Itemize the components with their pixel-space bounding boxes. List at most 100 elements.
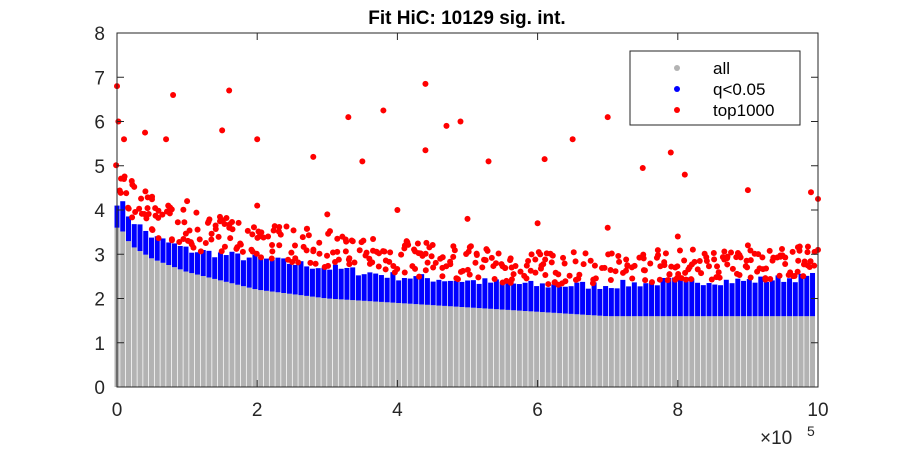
top1000-point xyxy=(716,274,723,281)
top1000-point xyxy=(249,231,256,238)
q-column xyxy=(453,280,459,307)
q-column xyxy=(378,275,384,302)
q-column xyxy=(355,275,361,301)
top1000-point xyxy=(239,248,246,255)
legend-marker xyxy=(674,65,680,71)
top1000-point xyxy=(782,254,789,261)
all-column xyxy=(488,308,494,387)
q-column xyxy=(764,281,770,317)
top1000-point xyxy=(532,269,539,276)
q-column xyxy=(125,216,131,242)
top1000-point xyxy=(604,224,611,231)
top1000-point xyxy=(664,277,671,284)
top1000-point xyxy=(165,202,172,209)
top1000-point xyxy=(566,272,573,279)
q-column xyxy=(223,255,229,282)
top1000-point xyxy=(416,273,423,280)
top1000-point xyxy=(473,252,480,259)
q-column xyxy=(534,286,540,312)
q-column xyxy=(712,284,718,317)
all-column xyxy=(689,316,695,387)
top1000-point xyxy=(482,257,489,264)
top1000-point xyxy=(369,259,376,266)
all-column xyxy=(735,316,741,387)
all-column xyxy=(614,316,620,387)
q-column xyxy=(309,268,315,297)
all-column xyxy=(672,316,678,387)
all-column xyxy=(631,316,637,387)
all-column xyxy=(643,316,649,387)
q-column xyxy=(298,261,304,296)
top1000-point xyxy=(121,176,128,183)
top1000-point xyxy=(325,262,332,269)
q-column xyxy=(252,254,258,290)
top1000-point xyxy=(612,268,619,275)
top1000-point xyxy=(744,242,751,249)
legend-marker xyxy=(674,86,680,92)
all-column xyxy=(252,289,258,387)
all-column xyxy=(580,314,586,387)
top1000-point xyxy=(688,276,695,283)
top1000-point xyxy=(422,267,429,274)
all-column xyxy=(235,284,241,387)
q-column xyxy=(476,283,482,309)
all-column xyxy=(591,315,597,387)
top1000-point xyxy=(229,226,236,233)
top1000-point xyxy=(472,259,479,266)
x-tick-label: 2 xyxy=(252,400,263,421)
q-column xyxy=(200,250,206,277)
top1000-point xyxy=(791,273,798,280)
top1000-point xyxy=(570,249,577,256)
q-column xyxy=(706,283,712,317)
all-column xyxy=(660,316,666,387)
top1000-point xyxy=(724,255,731,262)
q-column xyxy=(413,276,419,305)
q-column xyxy=(396,280,402,304)
top1000-point xyxy=(537,251,544,258)
q-column xyxy=(154,236,160,261)
all-column xyxy=(424,304,430,387)
top1000-point xyxy=(334,248,341,255)
q-column xyxy=(718,285,724,317)
all-column xyxy=(269,291,275,387)
top1000-point xyxy=(607,277,614,284)
top1000-point xyxy=(454,276,461,283)
top1000-point xyxy=(218,248,225,255)
all-column xyxy=(723,316,729,387)
top1000-point xyxy=(290,227,297,234)
top1000-point xyxy=(382,266,389,273)
top1000-point xyxy=(386,258,393,265)
top1000-point xyxy=(804,249,811,256)
top1000-point xyxy=(291,242,298,249)
q-column xyxy=(269,259,275,292)
all-column xyxy=(229,283,235,387)
all-column xyxy=(453,306,459,387)
x-tick-label: 4 xyxy=(392,400,403,421)
all-column xyxy=(350,300,356,387)
top1000-point xyxy=(174,219,181,226)
q-column xyxy=(597,288,603,316)
top1000-point xyxy=(517,268,524,275)
top1000-point xyxy=(527,267,534,274)
top1000-point xyxy=(747,247,754,254)
q-column xyxy=(735,278,741,317)
y-tick-label: 8 xyxy=(94,24,105,45)
top1000-point xyxy=(721,248,728,255)
top1000-point xyxy=(212,225,219,232)
top1000-point xyxy=(451,247,458,254)
x-exponent: ×10 5 xyxy=(760,423,815,449)
top1000-point xyxy=(548,259,555,266)
top1000-point xyxy=(219,127,226,134)
q-column xyxy=(465,280,471,308)
top1000-point xyxy=(466,271,473,278)
q-column xyxy=(758,276,764,317)
q-column xyxy=(516,284,522,311)
top1000-point xyxy=(782,261,789,268)
top1000-point xyxy=(215,233,222,240)
q-column xyxy=(746,279,752,317)
q-column xyxy=(562,286,568,314)
top1000-point xyxy=(528,251,535,258)
q-column xyxy=(660,277,666,317)
all-column xyxy=(787,316,793,387)
top1000-point xyxy=(542,272,549,279)
